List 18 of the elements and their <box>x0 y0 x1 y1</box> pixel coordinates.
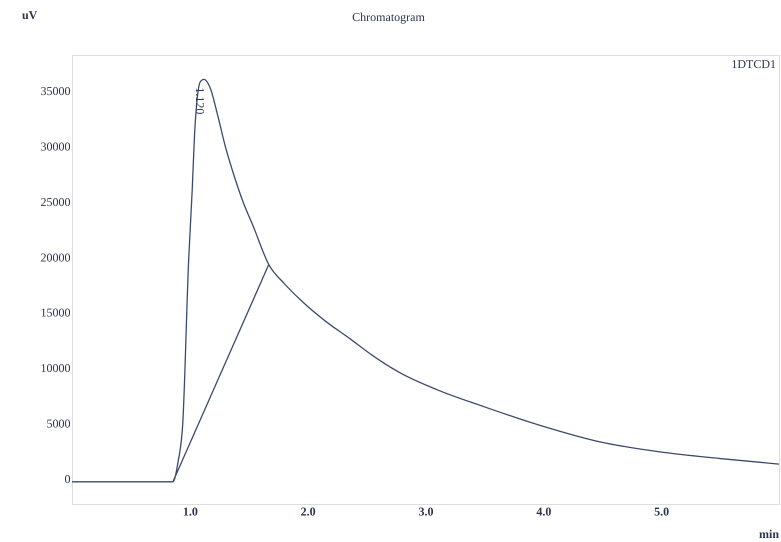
y-tick-label: 0 <box>64 472 70 486</box>
y-tick-label: 20000 <box>40 250 70 264</box>
y-tick-label: 25000 <box>40 194 70 209</box>
y-tick-label: 15000 <box>40 306 70 320</box>
x-tick-label: 1.0 <box>182 504 198 518</box>
y-tick-label: 5000 <box>46 416 70 431</box>
y-tick-label: 35000 <box>40 84 70 98</box>
y-tick-label: 30000 <box>40 139 70 154</box>
chart-title: Chromatogram <box>352 10 426 24</box>
y-tick-label: 10000 <box>40 361 70 376</box>
x-axis-title: min <box>758 527 780 541</box>
x-tick-label: 4.0 <box>536 504 552 518</box>
x-tick-label: 5.0 <box>654 504 670 518</box>
x-tick-label: 2.0 <box>300 504 316 518</box>
x-tick-label: 3.0 <box>418 504 434 518</box>
annotation: 1DTCD1 <box>731 57 776 71</box>
y-axis-title: uV <box>22 8 38 22</box>
annotation: 1.120 <box>192 87 207 114</box>
